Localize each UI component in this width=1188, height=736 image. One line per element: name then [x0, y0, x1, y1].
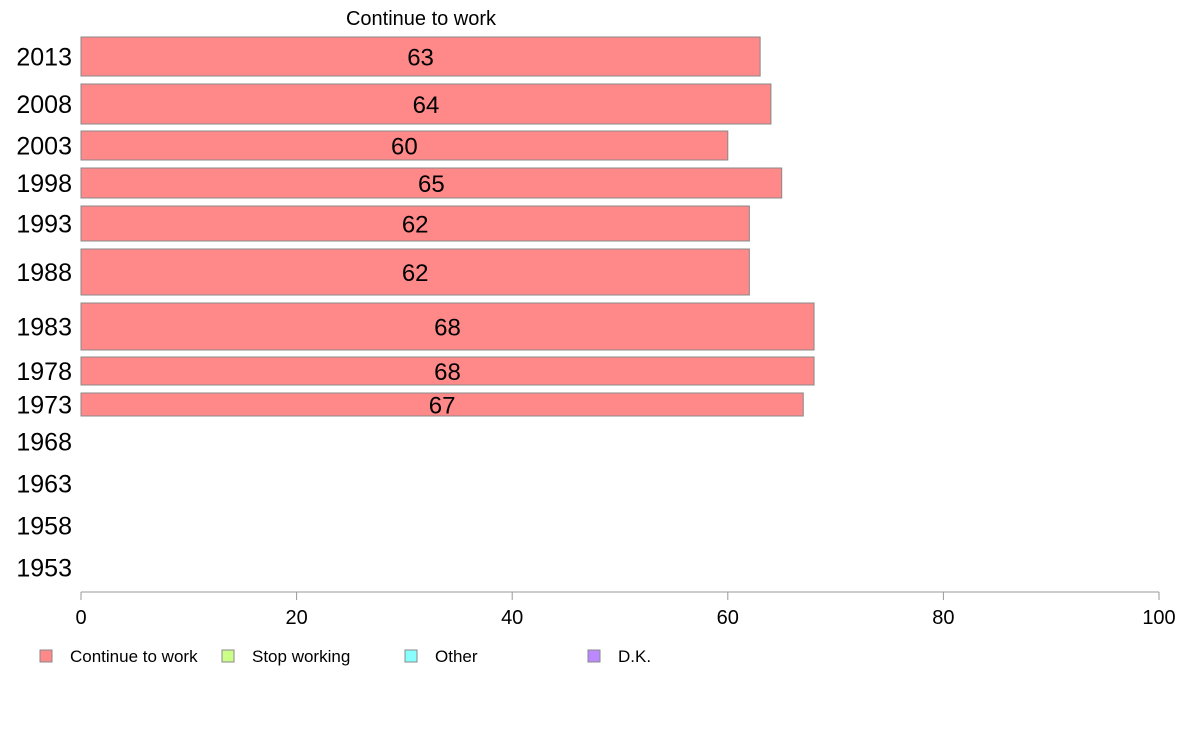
y-tick-label: 1973 [16, 392, 72, 420]
y-tick-label: 1963 [16, 471, 72, 499]
legend-label: D.K. [618, 647, 651, 666]
y-tick-label: 2008 [16, 91, 72, 119]
legend-swatch [221, 649, 235, 663]
y-tick-label: 1953 [16, 555, 72, 583]
bar [80, 205, 750, 242]
bar [80, 83, 772, 125]
bar [80, 130, 729, 161]
bar-value-label: 68 [434, 315, 461, 342]
x-tick-label: 80 [932, 607, 954, 629]
bar [80, 356, 815, 386]
bar-value-label: 60 [391, 134, 418, 161]
legend-label: Other [435, 647, 478, 666]
y-tick-label: 2013 [16, 44, 72, 72]
legend-swatch [39, 649, 53, 663]
x-axis: 0 20 40 60 80 100 [75, 591, 1176, 629]
bar-value-label: 64 [413, 92, 440, 119]
legend-label: Continue to work [70, 647, 198, 666]
x-tick-label: 100 [1142, 607, 1175, 629]
y-tick-label: 1998 [16, 170, 72, 198]
bars-layer: 2013 63 2008 64 2003 60 1998 65 1993 62 1988 62 1983… [16, 36, 815, 583]
bar-value-label: 62 [402, 212, 429, 239]
y-tick-label: 1958 [16, 513, 72, 541]
bar-value-label: 65 [418, 171, 445, 198]
bar-value-label: 63 [407, 45, 434, 72]
y-tick-label: 1978 [16, 358, 72, 386]
x-tick-label: 20 [285, 607, 307, 629]
bar [80, 167, 783, 199]
chart-title: Continue to work [346, 8, 497, 30]
y-tick-label: 1983 [16, 314, 72, 342]
bar-value-label: 68 [434, 359, 461, 386]
bar [80, 248, 750, 296]
legend-swatch [587, 649, 601, 663]
y-tick-label: 1968 [16, 429, 72, 457]
legend-swatch [404, 649, 418, 663]
x-tick-label: 40 [501, 607, 523, 629]
y-tick-label: 1993 [16, 211, 72, 239]
bar-value-label: 62 [402, 260, 429, 287]
y-tick-label: 1988 [16, 259, 72, 287]
bar [80, 36, 761, 77]
legend-label: Stop working [252, 647, 350, 666]
y-tick-label: 2003 [16, 133, 72, 161]
bar-value-label: 67 [429, 393, 456, 420]
x-tick-label: 60 [717, 607, 739, 629]
legend: Continue to work Stop working Other D.K. [39, 647, 651, 666]
bar [80, 302, 815, 351]
x-tick-label: 0 [75, 607, 86, 629]
bar [80, 392, 804, 417]
